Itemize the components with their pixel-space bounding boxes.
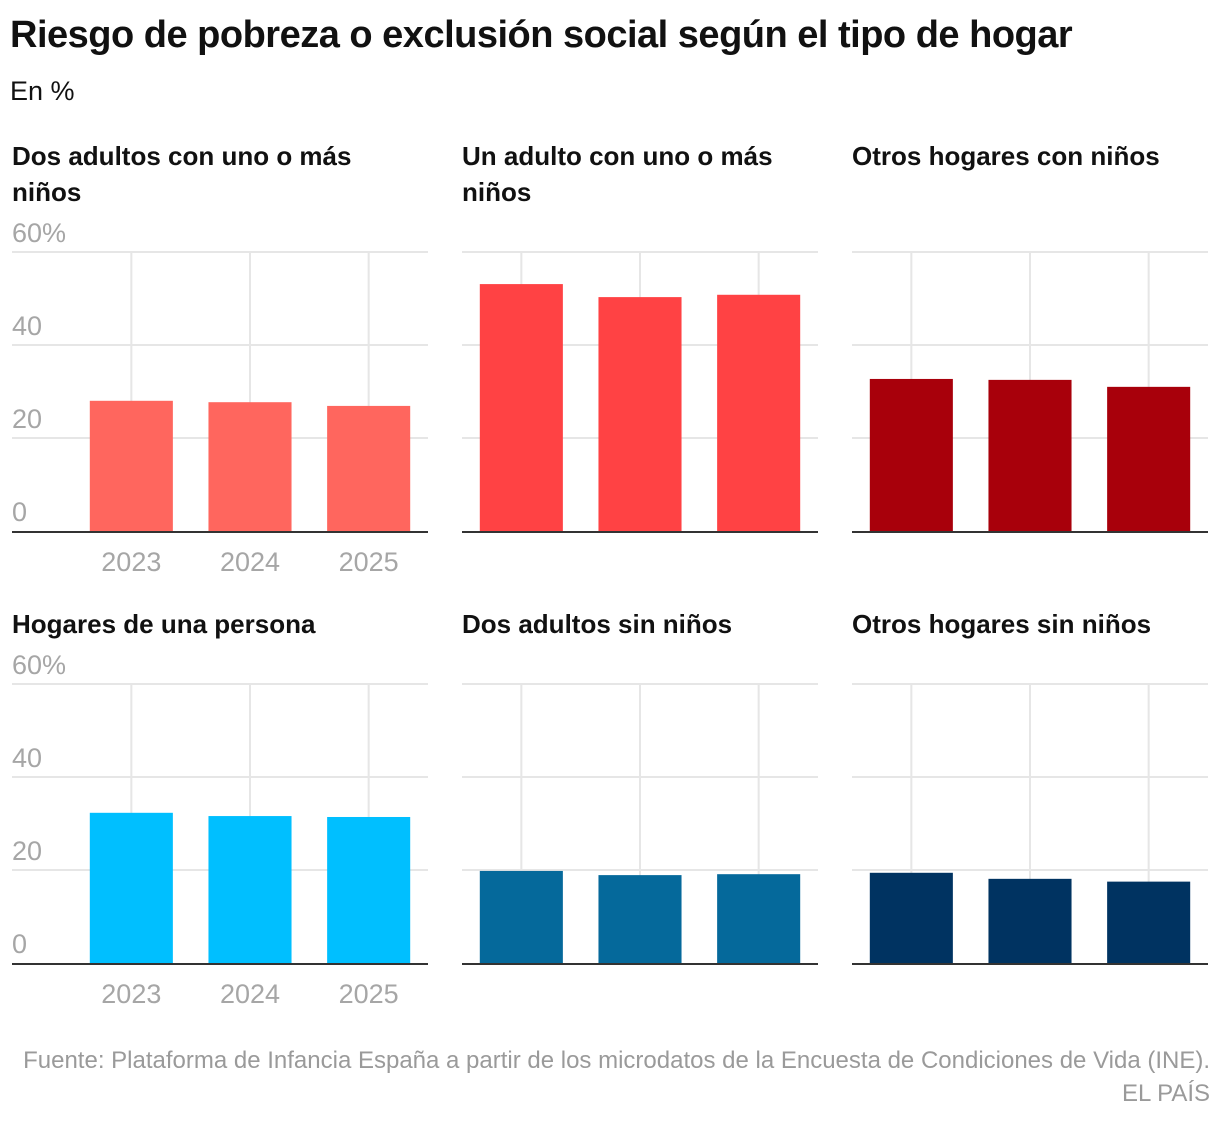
bar-2024 [988, 379, 1072, 531]
bar-2025 [327, 405, 411, 531]
bar-2024 [988, 878, 1072, 963]
x-tick-label: 2024 [220, 979, 280, 1009]
y-tick-label: 0 [12, 497, 27, 527]
bar-2023 [869, 378, 953, 531]
bar-2024 [598, 875, 682, 963]
y-tick-label: 40 [12, 743, 42, 773]
y-tick-label: 20 [12, 836, 42, 866]
bar-2023 [89, 400, 173, 531]
panel-title-6: Otros hogares sin niños [852, 609, 1152, 639]
panel-title-1: Dos adultos con uno o más niños [12, 141, 352, 207]
bar-2025 [717, 294, 801, 531]
x-tick-label: 2024 [220, 547, 280, 577]
bar-2023 [89, 812, 173, 963]
bar-2025 [717, 874, 801, 963]
bar-2023 [479, 284, 563, 531]
chart-subtitle: En % [10, 76, 75, 106]
y-tick-label: 60% [12, 218, 66, 248]
bar-2023 [479, 870, 563, 963]
x-tick-label: 2023 [101, 547, 161, 577]
bar-2025 [327, 816, 411, 963]
x-tick-label: 2023 [101, 979, 161, 1009]
panel-title-5: Dos adultos sin niños [462, 609, 733, 639]
panel-title-2: Un adulto con uno o más niños [462, 141, 773, 207]
chart-title: Riesgo de pobreza o exclusión social seg… [10, 14, 1073, 56]
panel-title-4: Hogares de una persona [12, 609, 316, 639]
y-tick-label: 60% [12, 650, 66, 680]
bar-2024 [598, 297, 682, 531]
bar-2023 [869, 872, 953, 963]
bar-2024 [208, 816, 292, 963]
bar-2025 [1107, 386, 1191, 531]
panel-title-3: Otros hogares con niños [852, 141, 1160, 171]
y-tick-label: 40 [12, 311, 42, 341]
y-tick-label: 20 [12, 404, 42, 434]
x-tick-label: 2025 [339, 979, 399, 1009]
y-tick-label: 0 [12, 929, 27, 959]
bar-2024 [208, 402, 292, 531]
bar-2025 [1107, 881, 1191, 963]
x-tick-label: 2025 [339, 547, 399, 577]
source-note: Fuente: Plataforma de Infancia España a … [23, 1047, 1210, 1107]
